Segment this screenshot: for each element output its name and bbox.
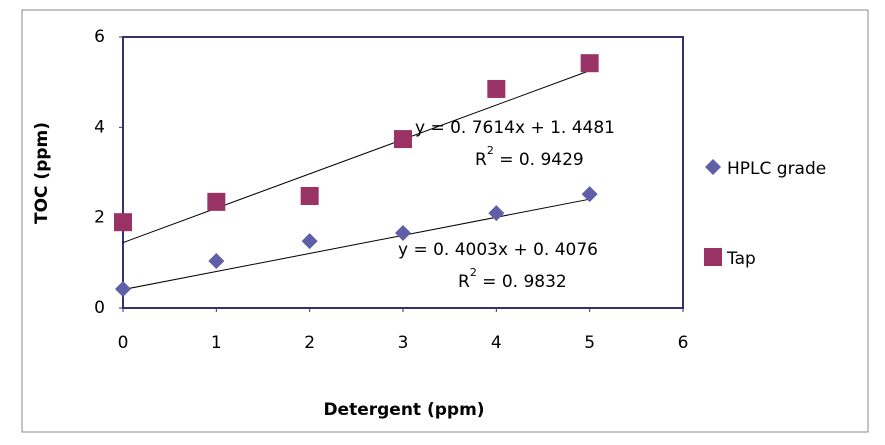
data-point	[394, 130, 412, 149]
r-squared-sup: 2	[487, 144, 494, 157]
y-tick-label: 2	[94, 208, 105, 228]
y-tick-label: 4	[94, 117, 105, 137]
legend-label: Tap	[726, 249, 756, 269]
x-tick-label: 5	[584, 333, 595, 353]
data-point	[114, 213, 132, 232]
data-point	[115, 281, 131, 298]
legend-label: HPLC grade	[727, 159, 826, 179]
data-point	[487, 79, 506, 98]
r-squared-sup: 2	[470, 266, 477, 279]
x-tick-label: 6	[678, 333, 689, 353]
trendline	[122, 198, 590, 291]
chart-frame	[21, 9, 869, 433]
y-axis-label: TOC (ppm)	[32, 122, 52, 224]
r-squared-value: = 0. 9429	[494, 150, 584, 170]
r-squared-prefix: R	[458, 272, 470, 292]
x-tick-label: 3	[398, 333, 409, 353]
r-squared: R2 = 0. 9832	[458, 266, 567, 292]
data-point	[395, 225, 411, 242]
data-point	[208, 253, 225, 270]
r-squared-value: = 0. 9832	[477, 272, 567, 292]
data-point	[488, 205, 505, 222]
legend-marker	[704, 248, 722, 266]
legend-marker	[705, 159, 721, 175]
r-squared-prefix: R	[475, 150, 487, 170]
y-tick-label: 6	[94, 27, 105, 47]
x-tick-label: 2	[304, 333, 315, 353]
data-point	[207, 192, 226, 211]
x-axis-label: Detergent (ppm)	[323, 400, 484, 420]
x-tick-label: 0	[118, 333, 129, 353]
data-point	[300, 186, 319, 205]
x-tick-label: 1	[211, 333, 222, 353]
trendline-equation: y = 0. 7614x + 1. 4481	[415, 118, 615, 138]
y-tick-label: 0	[94, 298, 105, 318]
trendline-equation: y = 0. 4003x + 0. 4076	[398, 240, 598, 260]
data-point	[301, 233, 318, 250]
trendline	[122, 70, 590, 244]
r-squared: R2 = 0. 9429	[475, 144, 584, 170]
x-tick-label: 4	[491, 333, 502, 353]
data-point	[581, 186, 598, 203]
data-point	[580, 54, 599, 73]
